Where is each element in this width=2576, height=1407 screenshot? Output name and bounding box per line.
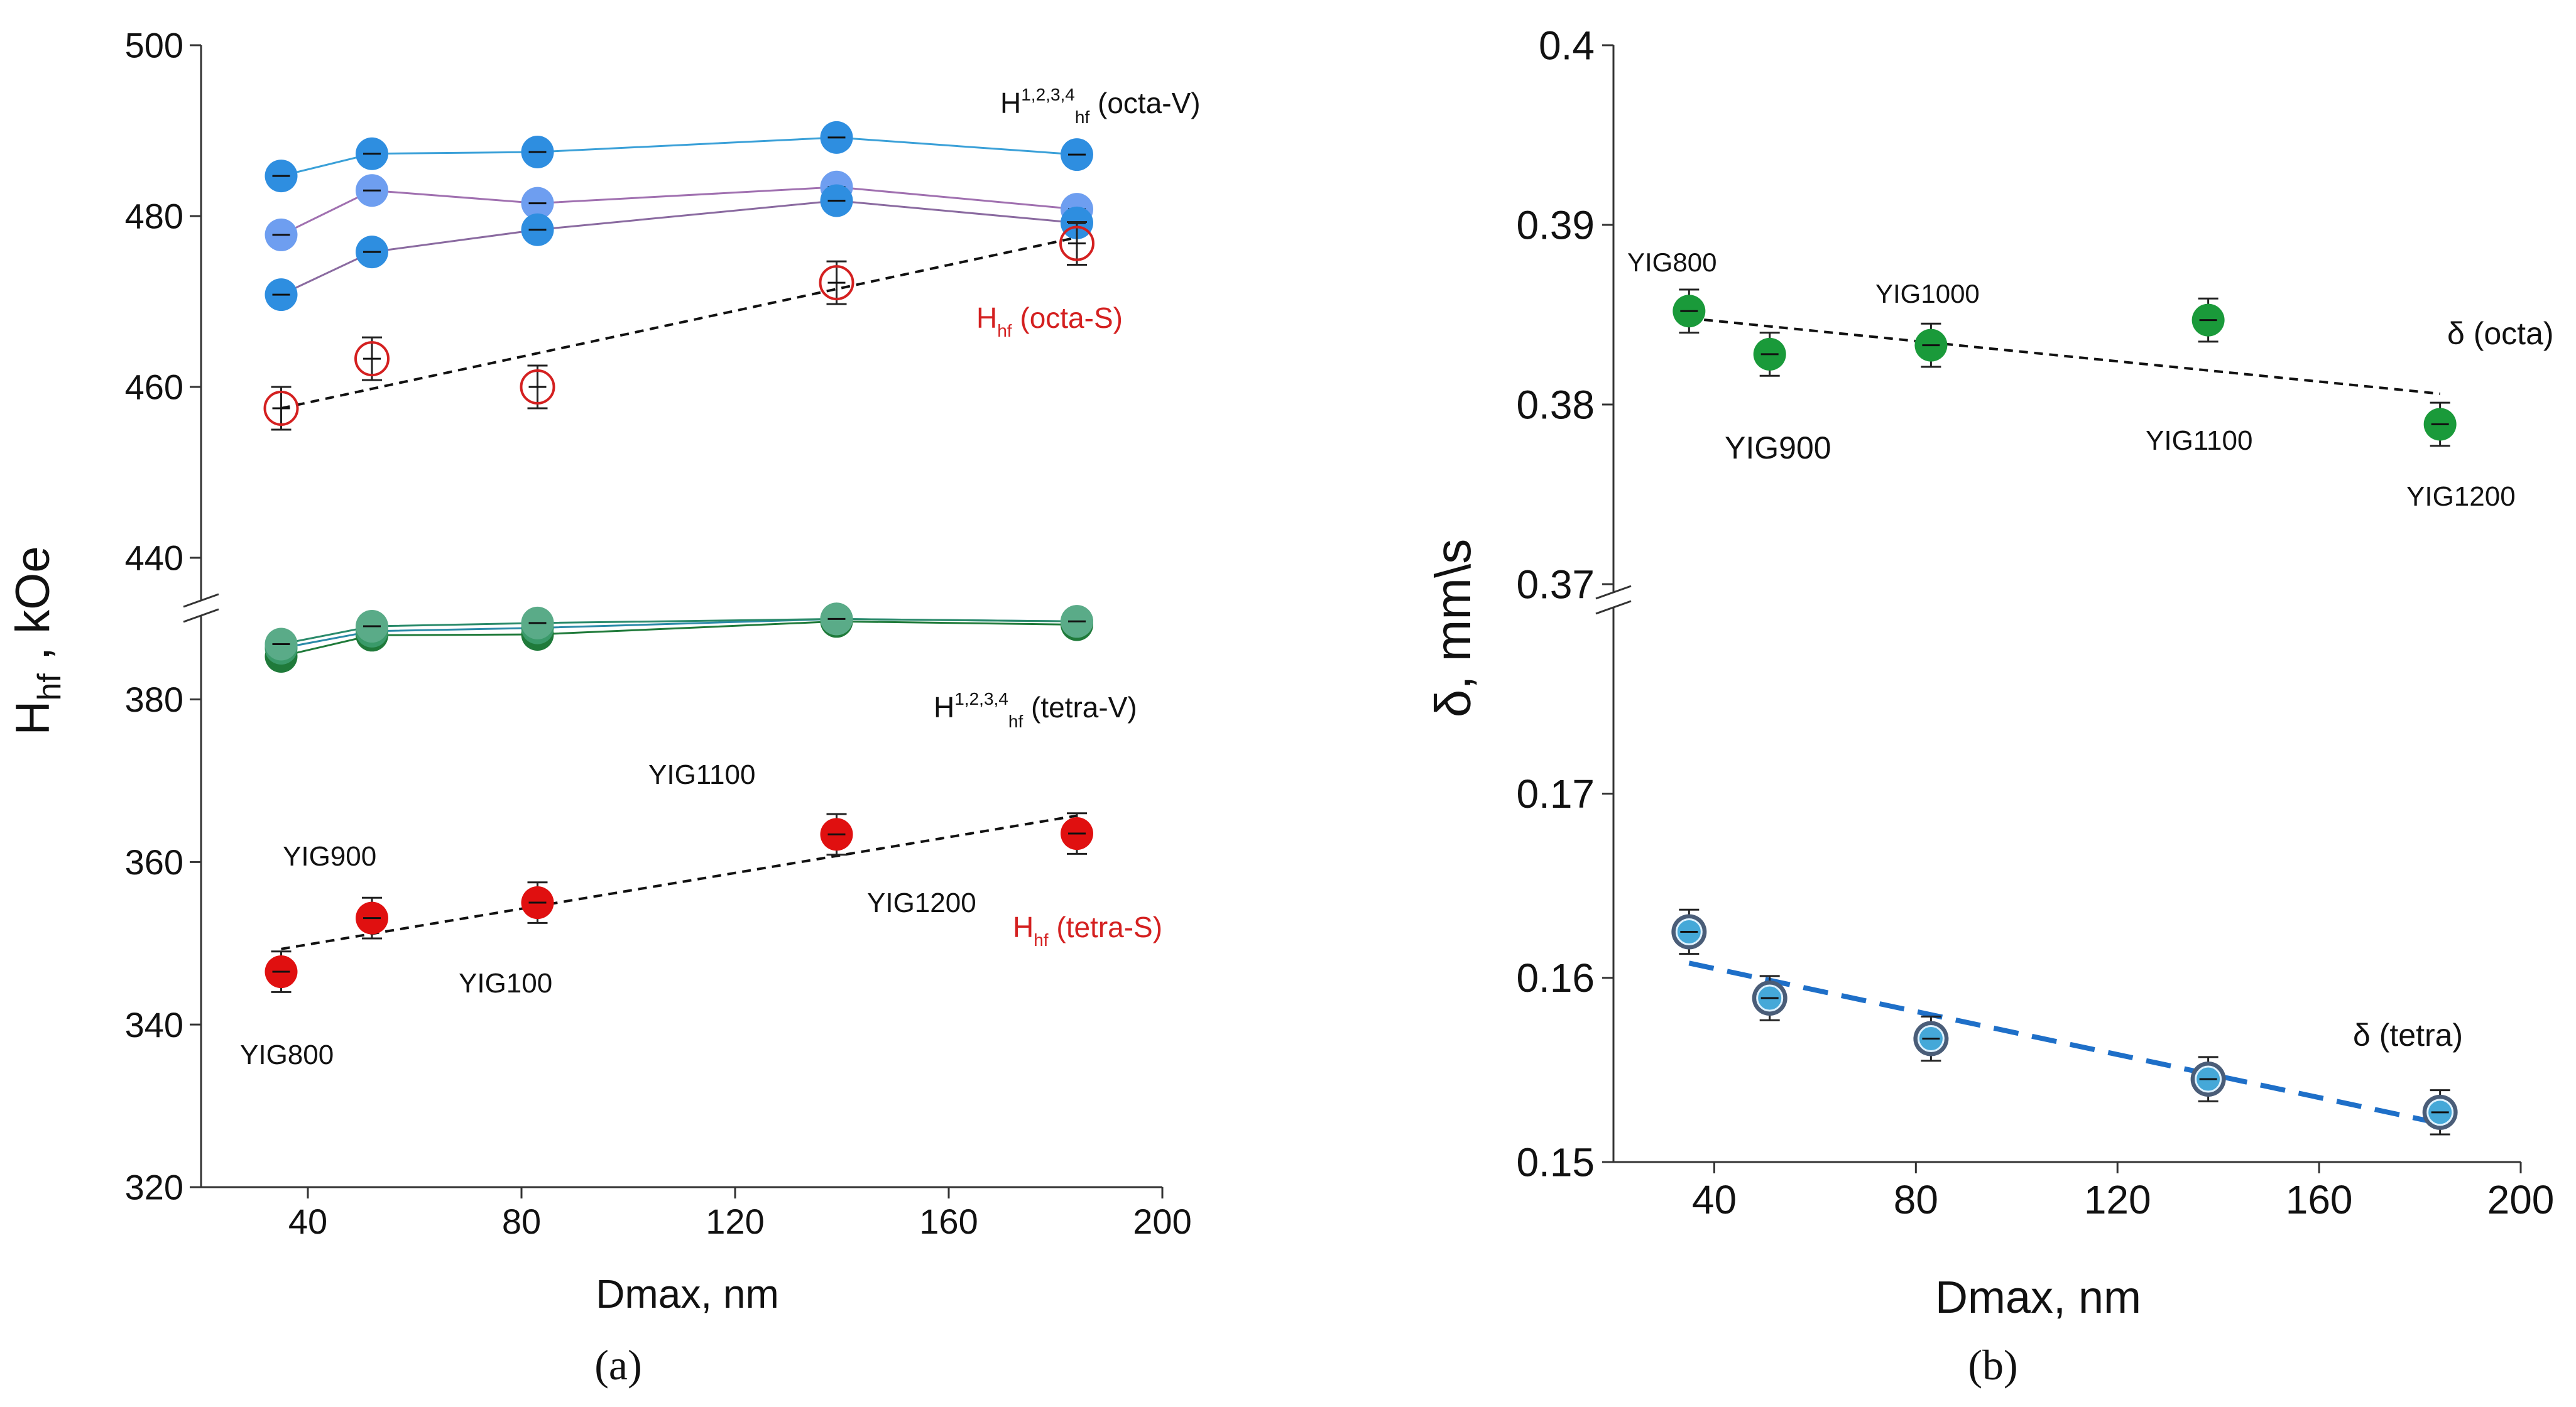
label-tetra-s-main: H [1013, 911, 1034, 943]
panel-a-y-axis-title-main: H [6, 701, 60, 736]
x-tick-label: 120 [2084, 1177, 2151, 1222]
panel-b-y-axis-title: δ, mm\s [1425, 539, 1481, 718]
axis-break-mark [1595, 600, 1632, 615]
y-tick-label: 0.4 [1539, 23, 1595, 68]
series-line-octa-V-1 [281, 136, 1078, 177]
x-tick-label: 80 [1894, 1177, 1938, 1222]
panel-a: 40 80 120 160 200 440 460 480 500 320 340 360 380 Dm… [6, 26, 1201, 1389]
axis-break-mark [183, 593, 219, 608]
panel-a-y-axis-title-tail: , kOe [6, 546, 60, 674]
y-tick-label: 0.17 [1516, 771, 1595, 817]
panel-a-y-axis-title-sub: hf [31, 673, 68, 701]
panel-a-fit-lines [281, 236, 1078, 950]
fit-line-tetra [1688, 960, 2441, 1126]
sample-label-yig1100-a: YIG1100 [648, 759, 755, 790]
fit-line-octa-S [281, 236, 1078, 410]
panel-b-series [1671, 288, 2458, 1136]
x-tick-label: 160 [919, 1202, 978, 1241]
panel-a-x-axis-title: Dmax, nm [596, 1271, 779, 1317]
y-tick-label: 460 [125, 367, 183, 407]
label-octa-s-sub: hf [997, 321, 1012, 340]
y-tick-label: 500 [125, 26, 183, 65]
sample-label-yig100-a: YIG100 [459, 968, 552, 999]
label-delta-octa: δ (octa) [2447, 316, 2554, 351]
label-octa-s-tail: (octa-S) [1012, 302, 1123, 334]
data-point [1059, 225, 1094, 261]
label-octa-v-main: H [1000, 87, 1021, 119]
label-octa-s: Hhf (octa-S) [976, 302, 1123, 340]
x-tick-label: 40 [1692, 1177, 1737, 1222]
panel-a-y-axis-title: Hhf , kOe [6, 546, 68, 736]
label-octa-s-main: H [976, 302, 997, 334]
y-tick-label: 320 [125, 1168, 183, 1207]
data-point [520, 369, 555, 405]
label-tetra-v-sup: 1,2,3,4 [954, 689, 1008, 709]
label-delta-tetra: δ (tetra) [2353, 1018, 2463, 1053]
label-octa-v: H1,2,3,4hf (octa-V) [1000, 85, 1201, 127]
data-point [354, 341, 390, 377]
sample-label-yig900-b: YIG900 [1725, 430, 1831, 465]
label-octa-v-sub: hf [1075, 107, 1090, 127]
y-tick-label: 480 [125, 197, 183, 236]
y-tick-label: 440 [125, 538, 183, 578]
y-tick-label: 360 [125, 842, 183, 882]
y-tick-label: 380 [125, 680, 183, 719]
panel-b-fit-lines [1688, 317, 2441, 1126]
data-point [819, 265, 854, 301]
x-tick-label: 160 [2286, 1177, 2353, 1222]
label-tetra-s: Hhf (tetra-S) [1013, 911, 1162, 950]
panel-b-x-axis-title: Dmax, nm [1935, 1273, 2141, 1323]
panel-b-axes [1595, 45, 2521, 1163]
sample-label-yig1200-b: YIG1200 [2406, 481, 2516, 512]
sample-label-yig1100-b: YIG1100 [2146, 425, 2252, 456]
y-tick-label: 0.16 [1516, 955, 1595, 1001]
y-tick-label: 0.37 [1516, 562, 1595, 607]
y-tick-label: 0.38 [1516, 382, 1595, 427]
x-tick-label: 40 [288, 1202, 327, 1241]
x-tick-label: 200 [1133, 1202, 1191, 1241]
panel-a-series [263, 121, 1094, 993]
sample-label-yig1200-a: YIG1200 [867, 888, 976, 918]
panel-b-ticks: 40 80 120 160 200 0.37 0.38 0.39 0.4 0.15 0.16 0.17 [1516, 23, 2554, 1222]
y-tick-label: 0.15 [1516, 1139, 1595, 1185]
label-tetra-v: H1,2,3,4hf (tetra-V) [934, 689, 1137, 731]
panel-a-axes [183, 45, 1162, 1188]
y-tick-label: 0.39 [1516, 202, 1595, 247]
x-tick-label: 200 [2487, 1177, 2555, 1222]
series-line-octa-V-3 [280, 200, 1078, 296]
x-tick-label: 120 [706, 1202, 764, 1241]
sample-label-yig900-a: YIG900 [283, 841, 376, 872]
sample-label-yig1000-b: YIG1000 [1875, 279, 1980, 308]
x-tick-label: 80 [502, 1202, 541, 1241]
panel-b: 40 80 120 160 200 0.37 0.38 0.39 0.4 0.15 0.16 0.17… [1425, 23, 2554, 1389]
y-tick-label: 340 [125, 1005, 183, 1045]
fit-line-octa [1689, 317, 2440, 395]
sample-label-yig800-b: YIG800 [1627, 247, 1716, 277]
panel-a-ticks: 40 80 120 160 200 440 460 480 500 320 340 360 380 [125, 26, 1192, 1241]
data-point [263, 391, 299, 426]
axis-break-mark [183, 608, 219, 623]
label-tetra-s-tail: (tetra-S) [1049, 911, 1162, 943]
label-tetra-s-sub: hf [1034, 930, 1049, 950]
sample-label-yig800-a: YIG800 [240, 1040, 334, 1070]
label-tetra-v-main: H [934, 691, 954, 724]
fit-line-tetra-S [281, 814, 1078, 950]
label-tetra-v-tail: (tetra-V) [1023, 691, 1137, 724]
axis-break-mark [1595, 585, 1632, 600]
label-tetra-v-sub: hf [1008, 712, 1023, 731]
label-octa-v-sup: 1,2,3,4 [1021, 85, 1075, 104]
panel-a-caption: (a) [594, 1341, 641, 1389]
label-octa-v-tail: (octa-V) [1089, 87, 1200, 119]
panel-b-caption: (b) [1968, 1341, 2017, 1389]
